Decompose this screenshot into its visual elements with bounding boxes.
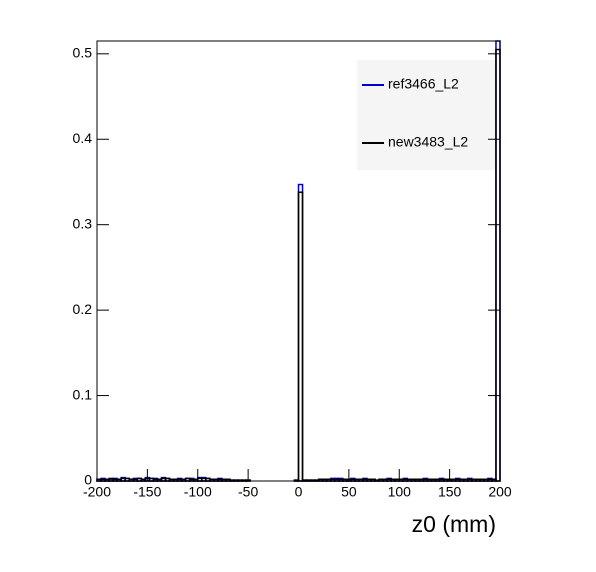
y-tick-label: 0.5 bbox=[73, 45, 93, 61]
x-tick-label: -50 bbox=[238, 484, 258, 500]
legend-label: ref3466_L2 bbox=[388, 76, 459, 92]
histogram-bar bbox=[495, 48, 501, 482]
y-tick-label: 0 bbox=[84, 472, 92, 488]
legend-label: new3483_L2 bbox=[388, 134, 468, 150]
y-tick-label: 0.4 bbox=[73, 130, 93, 146]
x-tick-label: 100 bbox=[388, 484, 412, 500]
x-tick-label: -150 bbox=[133, 484, 161, 500]
x-tick-label: 50 bbox=[341, 484, 357, 500]
x-tick-label: -200 bbox=[83, 484, 111, 500]
y-tick-label: 0.3 bbox=[73, 215, 93, 231]
x-axis-label: z0 (mm) bbox=[412, 511, 496, 537]
x-tick-label: 200 bbox=[488, 484, 512, 500]
histogram-bar bbox=[297, 191, 304, 482]
x-tick-label: -100 bbox=[184, 484, 212, 500]
y-tick-label: 0.1 bbox=[73, 386, 93, 402]
x-tick-label: 0 bbox=[295, 484, 303, 500]
x-tick-label: 150 bbox=[438, 484, 462, 500]
y-tick-label: 0.2 bbox=[73, 301, 93, 317]
legend-box bbox=[357, 60, 497, 170]
